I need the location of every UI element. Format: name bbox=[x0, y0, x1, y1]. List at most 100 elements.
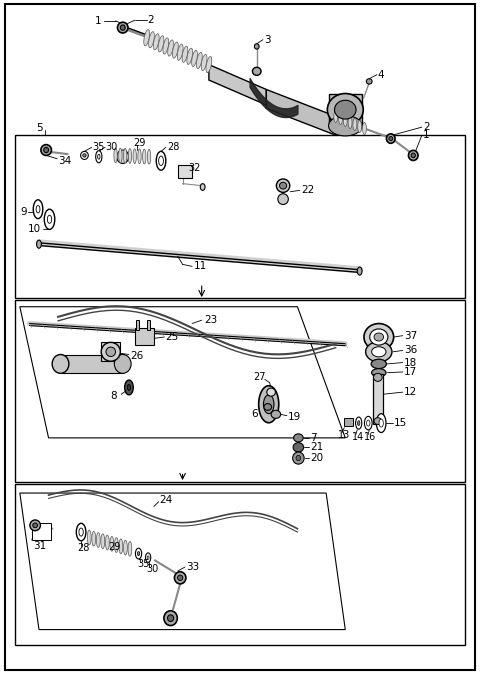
Text: 18: 18 bbox=[404, 358, 417, 367]
Text: 1: 1 bbox=[423, 130, 430, 140]
Ellipse shape bbox=[41, 145, 51, 156]
Ellipse shape bbox=[168, 40, 173, 56]
Ellipse shape bbox=[358, 121, 361, 133]
Text: 7: 7 bbox=[311, 433, 317, 443]
Ellipse shape bbox=[296, 456, 301, 461]
Ellipse shape bbox=[44, 209, 55, 229]
Ellipse shape bbox=[123, 540, 127, 555]
Ellipse shape bbox=[254, 44, 259, 49]
Ellipse shape bbox=[149, 32, 155, 48]
Bar bbox=[15, 135, 465, 298]
Ellipse shape bbox=[367, 420, 370, 426]
Ellipse shape bbox=[293, 452, 304, 464]
Ellipse shape bbox=[328, 116, 362, 136]
Ellipse shape bbox=[364, 324, 394, 350]
Ellipse shape bbox=[163, 38, 168, 54]
Ellipse shape bbox=[192, 51, 197, 67]
Ellipse shape bbox=[168, 615, 174, 621]
Ellipse shape bbox=[144, 30, 150, 46]
Ellipse shape bbox=[201, 55, 207, 71]
Ellipse shape bbox=[267, 388, 276, 396]
Ellipse shape bbox=[96, 151, 102, 163]
Text: 35: 35 bbox=[138, 559, 150, 570]
Text: 26: 26 bbox=[130, 351, 143, 361]
Text: 3: 3 bbox=[264, 34, 271, 44]
Ellipse shape bbox=[252, 67, 261, 75]
Ellipse shape bbox=[187, 49, 192, 65]
Ellipse shape bbox=[343, 115, 347, 127]
Ellipse shape bbox=[147, 150, 151, 164]
Ellipse shape bbox=[110, 537, 114, 551]
Text: 10: 10 bbox=[28, 224, 41, 234]
Text: 20: 20 bbox=[311, 453, 324, 463]
Ellipse shape bbox=[158, 36, 164, 52]
Bar bbox=[15, 484, 465, 645]
Ellipse shape bbox=[106, 347, 116, 357]
Ellipse shape bbox=[119, 539, 123, 554]
Bar bbox=[178, 166, 192, 177]
Ellipse shape bbox=[79, 528, 83, 536]
Ellipse shape bbox=[348, 117, 352, 129]
Ellipse shape bbox=[120, 25, 125, 30]
Ellipse shape bbox=[101, 534, 105, 549]
Ellipse shape bbox=[119, 148, 122, 163]
Ellipse shape bbox=[172, 42, 178, 58]
Ellipse shape bbox=[147, 556, 149, 559]
Text: 30: 30 bbox=[105, 142, 117, 152]
Ellipse shape bbox=[276, 179, 290, 192]
Text: 4: 4 bbox=[378, 69, 384, 80]
Text: 34: 34 bbox=[58, 156, 72, 166]
Ellipse shape bbox=[366, 342, 392, 362]
Ellipse shape bbox=[133, 149, 136, 164]
Ellipse shape bbox=[123, 148, 127, 163]
Text: 37: 37 bbox=[404, 331, 417, 340]
Ellipse shape bbox=[356, 417, 362, 429]
Ellipse shape bbox=[327, 94, 363, 126]
Ellipse shape bbox=[408, 150, 418, 160]
Ellipse shape bbox=[364, 417, 372, 430]
Text: 31: 31 bbox=[33, 541, 47, 551]
Ellipse shape bbox=[374, 333, 384, 341]
Ellipse shape bbox=[114, 148, 117, 163]
Ellipse shape bbox=[33, 200, 43, 218]
Polygon shape bbox=[20, 307, 345, 438]
Text: 2: 2 bbox=[148, 16, 154, 25]
Ellipse shape bbox=[114, 538, 118, 553]
Ellipse shape bbox=[386, 134, 395, 144]
Bar bbox=[344, 418, 353, 426]
Ellipse shape bbox=[143, 149, 146, 164]
Ellipse shape bbox=[278, 193, 288, 204]
Ellipse shape bbox=[206, 57, 212, 73]
Text: 5: 5 bbox=[36, 123, 43, 133]
Ellipse shape bbox=[138, 149, 141, 164]
Ellipse shape bbox=[158, 156, 163, 166]
Bar bbox=[60, 355, 123, 373]
Ellipse shape bbox=[370, 329, 388, 345]
Ellipse shape bbox=[92, 531, 96, 546]
Text: 21: 21 bbox=[311, 442, 324, 452]
Text: 8: 8 bbox=[110, 391, 117, 401]
Ellipse shape bbox=[353, 119, 357, 131]
Ellipse shape bbox=[196, 53, 202, 69]
Ellipse shape bbox=[358, 421, 360, 425]
Ellipse shape bbox=[376, 414, 386, 433]
Polygon shape bbox=[209, 65, 266, 105]
Ellipse shape bbox=[128, 148, 132, 163]
Ellipse shape bbox=[264, 404, 272, 410]
Bar bbox=[101, 342, 120, 361]
Bar bbox=[136, 320, 140, 330]
Text: 25: 25 bbox=[165, 332, 179, 342]
Ellipse shape bbox=[76, 523, 86, 541]
Ellipse shape bbox=[294, 434, 303, 442]
Ellipse shape bbox=[52, 355, 69, 373]
Ellipse shape bbox=[44, 148, 48, 153]
Text: 14: 14 bbox=[352, 431, 364, 441]
Text: 36: 36 bbox=[404, 346, 417, 355]
Ellipse shape bbox=[36, 206, 40, 213]
Text: 27: 27 bbox=[253, 372, 266, 382]
Text: 23: 23 bbox=[204, 315, 217, 324]
Ellipse shape bbox=[372, 346, 386, 357]
Ellipse shape bbox=[106, 535, 109, 550]
Ellipse shape bbox=[389, 137, 393, 141]
Polygon shape bbox=[20, 493, 345, 630]
